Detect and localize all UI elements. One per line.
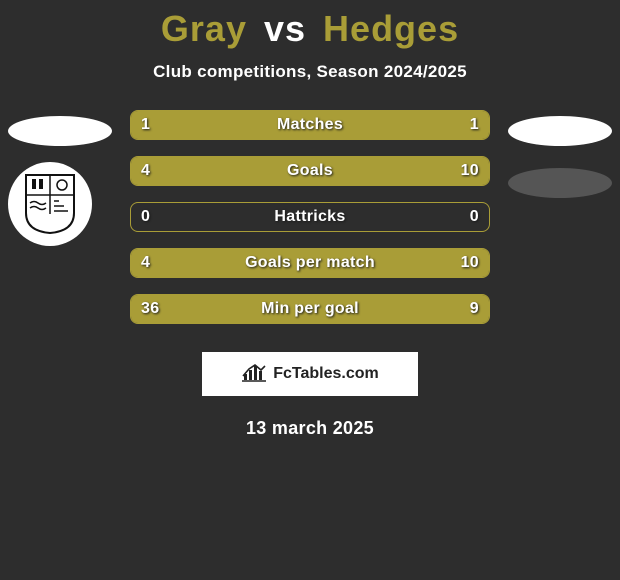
player2-ellipse2-icon [508, 168, 612, 198]
player2-ellipse-icon [508, 116, 612, 146]
club-crest-icon [8, 162, 92, 246]
player1-name: Gray [161, 8, 247, 49]
player2-name: Hedges [323, 8, 459, 49]
stat-row: 36Min per goal9 [130, 294, 490, 324]
stat-value-right: 10 [461, 249, 479, 277]
stat-label: Goals [131, 157, 489, 185]
comparison-title: Gray vs Hedges [0, 0, 620, 50]
subtitle: Club competitions, Season 2024/2025 [0, 62, 620, 82]
stat-label: Matches [131, 111, 489, 139]
stat-value-right: 10 [461, 157, 479, 185]
stat-row: 4Goals per match10 [130, 248, 490, 278]
stat-value-right: 0 [470, 203, 479, 231]
attribution-text: FcTables.com [273, 365, 379, 383]
stat-label: Hattricks [131, 203, 489, 231]
date-text: 13 march 2025 [0, 418, 620, 439]
player1-ellipse-icon [8, 116, 112, 146]
stat-row: 4Goals10 [130, 156, 490, 186]
stat-bars: 1Matches1 4Goals10 0Hattricks0 4Goals per m… [130, 110, 490, 340]
stat-label: Min per goal [131, 295, 489, 323]
stat-row: 1Matches1 [130, 110, 490, 140]
comparison-arena: 1Matches1 4Goals10 0Hattricks0 4Goals per m… [0, 110, 620, 340]
bar-chart-icon [241, 362, 267, 387]
stat-label: Goals per match [131, 249, 489, 277]
stat-row: 0Hattricks0 [130, 202, 490, 232]
stat-value-right: 1 [470, 111, 479, 139]
attribution-badge: FcTables.com [202, 352, 418, 396]
vs-separator: vs [264, 8, 306, 49]
stat-value-right: 9 [470, 295, 479, 323]
